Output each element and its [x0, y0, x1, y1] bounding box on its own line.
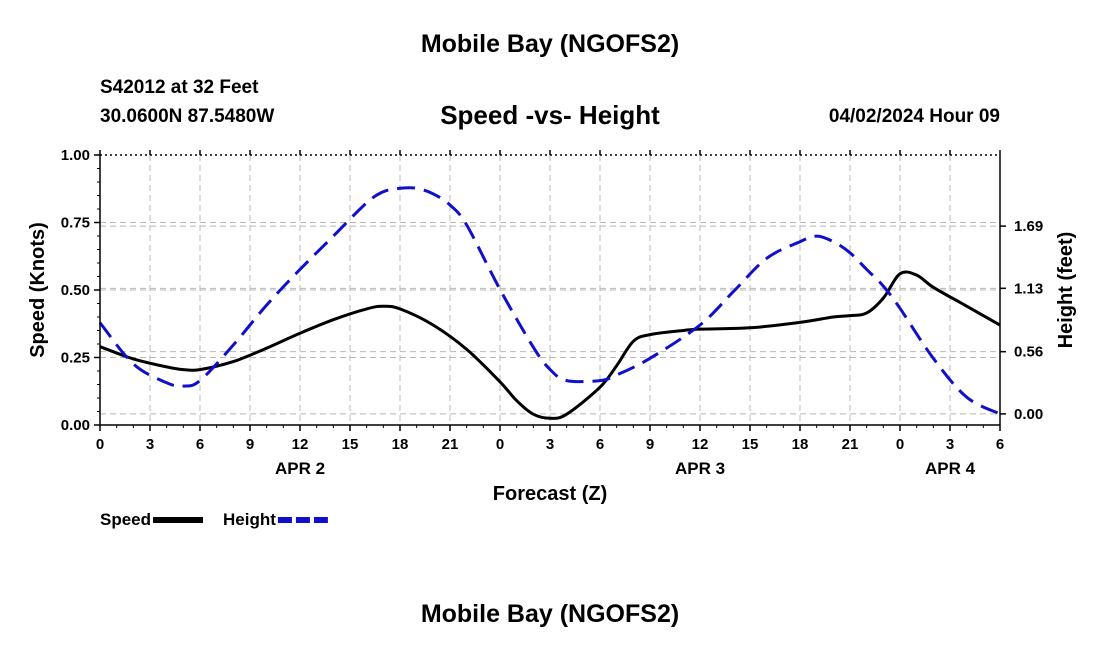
y-tick-label: 0.00 — [61, 417, 90, 434]
forecast-datetime: 04/02/2024 Hour 09 — [828, 106, 1000, 127]
y-tick-label: 1.00 — [61, 147, 90, 164]
x-tick-label: 18 — [392, 436, 409, 453]
series-line-height — [98, 186, 1001, 416]
series-layer — [98, 186, 1001, 420]
series-line-speed — [99, 270, 1001, 420]
footer-title: Mobile Bay (NGOFS2) — [420, 600, 680, 628]
y-tick-label: 0.75 — [61, 215, 90, 232]
x-tick-label: 3 — [546, 436, 554, 453]
x-tick-label: 12 — [292, 436, 309, 453]
main-title: Mobile Bay (NGOFS2) — [420, 30, 680, 58]
x-tick-label: 6 — [596, 436, 604, 453]
x-tick-label: 3 — [946, 436, 954, 453]
x-tick-label: 6 — [196, 436, 204, 453]
grid-layer — [100, 155, 1000, 425]
x-tick-label: 21 — [842, 436, 859, 453]
x-tick-label: 0 — [496, 436, 504, 453]
y-axis-title: Speed (Knots) — [27, 222, 49, 358]
axes-layer — [94, 150, 1006, 431]
station-label: S42012 at 32 Feet — [100, 77, 259, 98]
y2-tick-label: 0.56 — [1014, 344, 1043, 361]
x-tick-label: 21 — [442, 436, 459, 453]
legend-label-height: Height — [223, 510, 276, 529]
x-tick-label: 0 — [896, 436, 904, 453]
x-tick-label: 9 — [246, 436, 254, 453]
x-tick-label: 12 — [692, 436, 709, 453]
y2-tick-label: 1.69 — [1014, 218, 1043, 235]
legend-label-speed: Speed — [100, 510, 151, 529]
x-tick-label: 18 — [792, 436, 809, 453]
labels-layer: 0 3 6 9 12 15 18 21 0 3 6 9 12 15 18 21 0 3 6 APR 2 APR 3 APR… — [27, 147, 1077, 505]
station-coordinates: 30.0600N 87.5480W — [100, 106, 275, 127]
y2-tick-label: 0.00 — [1014, 406, 1043, 423]
y-tick-label: 0.25 — [61, 350, 90, 367]
date-label: APR 4 — [925, 459, 976, 478]
y-tick-label: 0.50 — [61, 282, 90, 299]
x-axis-title: Forecast (Z) — [493, 483, 607, 505]
x-tick-label: 0 — [96, 436, 104, 453]
chart-subtitle: Speed -vs- Height — [440, 100, 660, 130]
x-tick-label: 3 — [146, 436, 154, 453]
date-label: APR 3 — [675, 459, 725, 478]
date-label: APR 2 — [275, 459, 325, 478]
legend: Speed Height — [100, 510, 328, 529]
x-tick-label: 9 — [646, 436, 654, 453]
x-tick-label: 15 — [742, 436, 759, 453]
y2-axis-title: Height (feet) — [1055, 232, 1077, 349]
x-tick-label: 6 — [996, 436, 1004, 453]
y2-tick-label: 1.13 — [1014, 280, 1043, 297]
x-tick-label: 15 — [342, 436, 359, 453]
